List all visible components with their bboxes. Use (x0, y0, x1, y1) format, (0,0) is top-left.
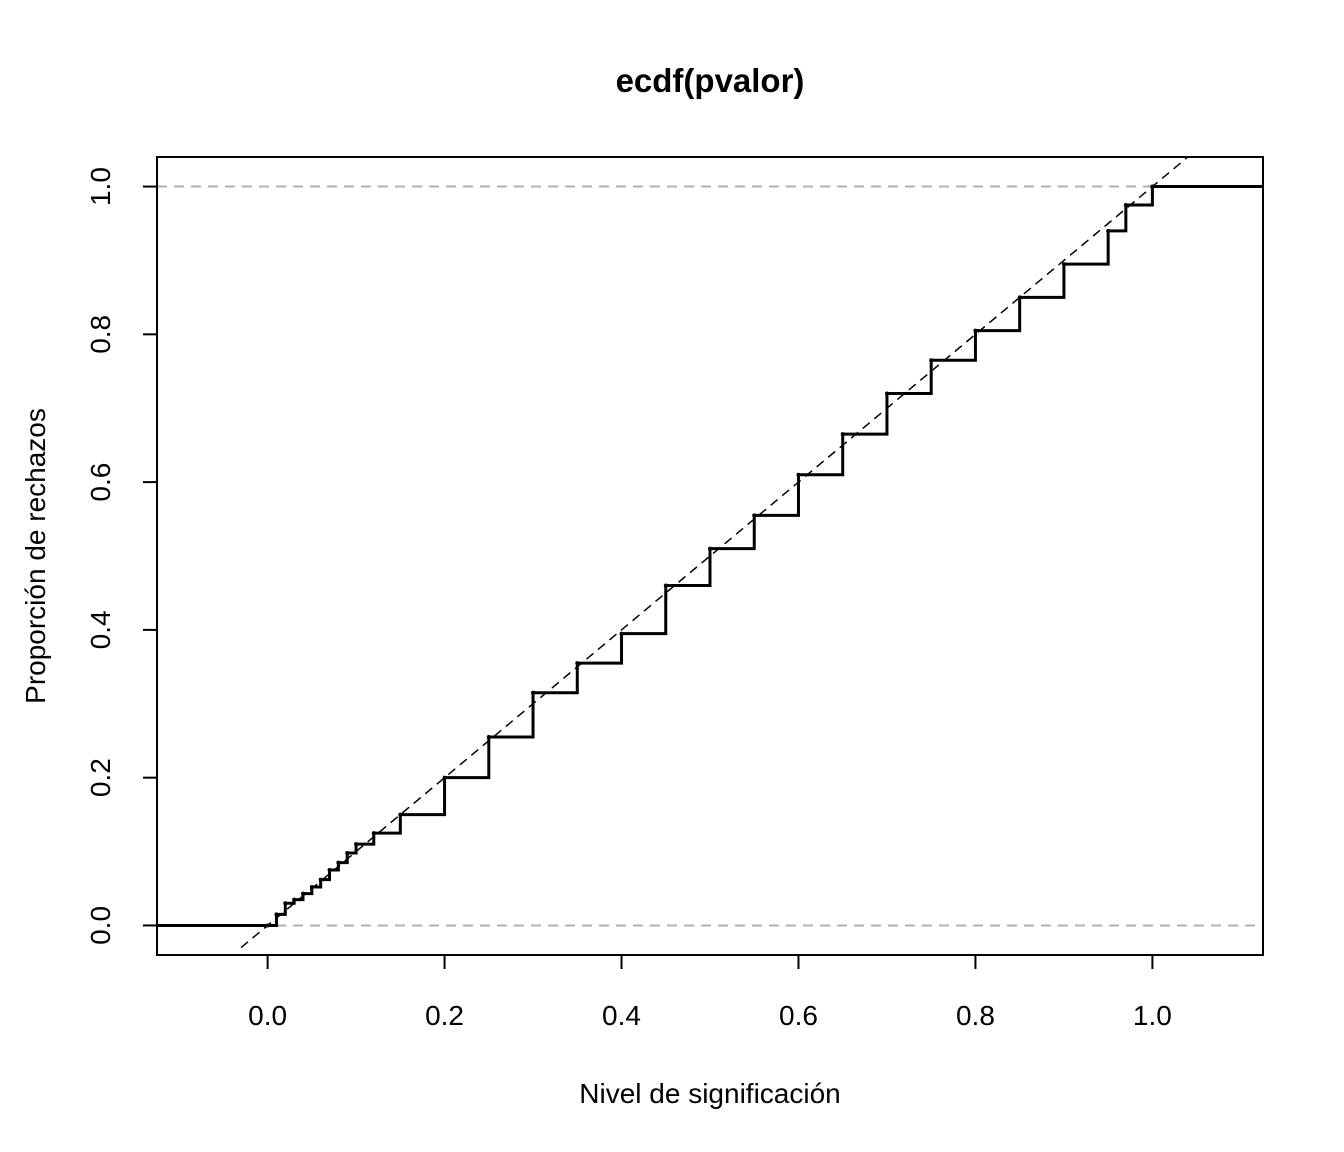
ecdf-point (796, 472, 801, 477)
y-tick-label: 0.0 (85, 906, 116, 945)
y-tick-label: 1.0 (85, 167, 116, 206)
diagonal-reference-line (240, 157, 1189, 949)
ecdf-point (309, 885, 314, 890)
ecdf-point (752, 513, 757, 518)
y-axis-label: Proporción de rechazos (20, 408, 51, 704)
ecdf-point (318, 877, 323, 882)
ecdf-point (336, 860, 341, 865)
x-tick-label: 1.0 (1133, 1000, 1172, 1031)
ecdf-point (884, 391, 889, 396)
ecdf-point (345, 851, 350, 856)
ecdf-point (398, 812, 403, 817)
y-tick-label: 0.8 (85, 315, 116, 354)
ecdf-point (300, 891, 305, 896)
x-tick-label: 0.0 (248, 1000, 287, 1031)
ecdf-point (327, 868, 332, 873)
y-tick-label: 0.4 (85, 610, 116, 649)
ecdf-point (292, 897, 297, 902)
ecdf-point (708, 546, 712, 551)
ecdf-point (265, 923, 270, 928)
ecdf-point (1061, 262, 1066, 267)
ecdf-point (663, 583, 668, 588)
y-tick-label: 0.6 (85, 463, 116, 502)
ecdf-point (531, 690, 536, 695)
plot-content (157, 157, 1263, 949)
x-tick-label: 0.4 (602, 1000, 641, 1031)
x-tick-label: 0.6 (779, 1000, 818, 1031)
ecdf-point (274, 912, 279, 917)
ecdf-point (442, 775, 447, 780)
plot-layer: 0.0 0.2 0.4 0.6 0.8 1.0 0.0 0.2 0.4 0.6 0.8 1.0 (85, 156, 1264, 1031)
ecdf-point (575, 661, 580, 666)
ecdf-point (354, 842, 359, 847)
ecdf-point (1150, 184, 1155, 189)
x-axis-label: Nivel de significación (579, 1078, 840, 1109)
x-tick-label: 0.2 (425, 1000, 464, 1031)
ecdf-series-0 (157, 185, 1263, 927)
ecdf-point (840, 432, 845, 437)
ecdf-point (1017, 295, 1022, 300)
ecdf-point (1106, 228, 1111, 233)
ecdf-point (371, 831, 376, 836)
y-tick-label: 0.2 (85, 758, 116, 797)
x-tick-label: 0.8 (956, 1000, 995, 1031)
ecdf-point (283, 901, 288, 906)
ecdf-point (973, 328, 978, 333)
ecdf-point (929, 358, 934, 363)
ecdf-point (486, 735, 491, 740)
ecdf-point (619, 631, 624, 636)
ecdf-point (1123, 203, 1128, 208)
chart-title: ecdf(pvalor) (616, 62, 805, 99)
